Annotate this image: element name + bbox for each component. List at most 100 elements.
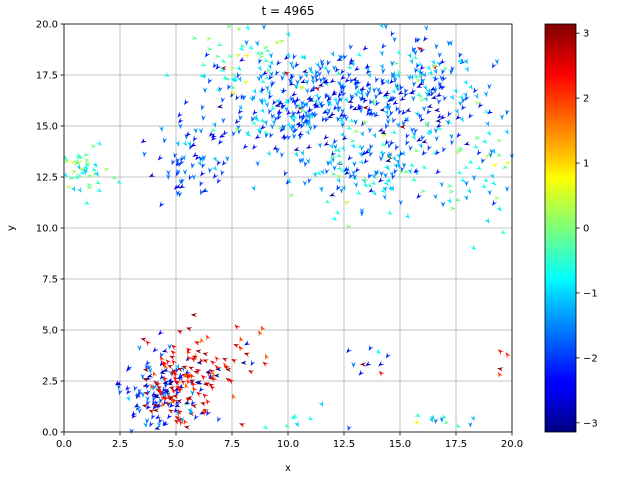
quiver-arrow bbox=[386, 152, 391, 159]
quiver-arrow bbox=[190, 141, 197, 147]
quiver-arrow bbox=[269, 70, 274, 78]
quiver-arrow bbox=[83, 158, 90, 163]
quiver-arrow bbox=[306, 95, 313, 100]
quiver-arrow bbox=[386, 118, 391, 125]
quiver-arrow bbox=[162, 391, 167, 398]
quiver-arrow bbox=[332, 96, 338, 103]
quiver-arrow bbox=[186, 395, 193, 401]
quiver-arrow bbox=[243, 352, 251, 357]
quiver-arrow bbox=[196, 360, 203, 365]
quiver-arrow bbox=[236, 124, 241, 131]
quiver-arrow bbox=[307, 177, 312, 184]
quiver-arrow bbox=[262, 45, 269, 50]
quiver-arrow bbox=[239, 423, 246, 428]
quiver-arrow bbox=[380, 141, 387, 146]
quiver-arrow bbox=[186, 327, 193, 332]
quiver-arrow bbox=[496, 138, 503, 143]
quiver-arrow bbox=[178, 123, 183, 130]
quiver-arrow bbox=[323, 133, 330, 140]
quiver-arrow bbox=[118, 388, 123, 396]
quiver-arrow bbox=[413, 148, 420, 153]
quiver-arrow bbox=[135, 392, 141, 400]
quiver-arrow bbox=[449, 133, 454, 140]
quiver-arrow bbox=[374, 170, 379, 177]
quiver-arrow bbox=[153, 380, 160, 387]
quiver-arrow bbox=[171, 388, 178, 395]
quiver-arrow bbox=[178, 117, 184, 124]
quiver-arrow bbox=[181, 140, 187, 147]
quiver-arrow bbox=[75, 160, 83, 166]
quiver-arrow bbox=[331, 90, 338, 96]
quiver-arrow bbox=[180, 155, 185, 162]
quiver-arrow bbox=[195, 368, 202, 374]
quiver-arrow bbox=[454, 107, 459, 115]
quiver-arrow bbox=[464, 180, 469, 187]
quiver-arrow bbox=[326, 100, 333, 107]
quiver-arrow bbox=[427, 127, 432, 135]
quiver-arrow bbox=[400, 166, 405, 173]
quiver-arrow bbox=[159, 355, 165, 363]
quiver-arrow bbox=[255, 160, 260, 167]
quiver-arrow bbox=[300, 100, 305, 107]
quiver-arrow bbox=[398, 199, 403, 206]
quiver-arrow bbox=[294, 420, 299, 428]
quiver-arrow bbox=[194, 341, 201, 346]
quiver-arrow bbox=[416, 136, 423, 142]
quiver-arrow bbox=[220, 66, 227, 71]
quiver-arrow bbox=[195, 349, 202, 354]
quiver-arrow bbox=[161, 348, 169, 353]
quiver-arrow bbox=[304, 117, 310, 124]
quiver-arrow bbox=[392, 36, 397, 43]
quiver-arrow bbox=[159, 201, 165, 208]
quiver-arrow bbox=[170, 370, 177, 377]
quiver-arrow bbox=[79, 169, 85, 176]
quiver-arrow bbox=[283, 98, 290, 105]
quiver-arrow bbox=[285, 121, 292, 128]
quiver-arrow bbox=[355, 51, 362, 57]
quiver-arrow bbox=[190, 162, 196, 169]
quiver-arrow bbox=[159, 369, 166, 375]
quiver-arrow bbox=[333, 138, 338, 145]
quiver-arrow bbox=[439, 416, 444, 423]
quiver-arrow bbox=[343, 96, 349, 103]
quiver-arrow bbox=[154, 425, 161, 430]
quiver-arrow bbox=[423, 24, 429, 31]
quiver-arrow bbox=[317, 70, 322, 77]
quiver-arrow bbox=[196, 391, 203, 398]
quiver-arrow bbox=[265, 150, 271, 157]
quiver-arrow bbox=[300, 119, 306, 127]
quiver-arrow bbox=[412, 80, 417, 88]
quiver-arrow bbox=[314, 61, 320, 68]
quiver-arrow bbox=[188, 366, 195, 371]
quiver-arrow bbox=[252, 143, 258, 150]
x-axis: 0.0 2.5 5.0 7.5 10.0 12.5 15.0 17.5 20.0 bbox=[56, 432, 523, 450]
quiver-arrow bbox=[192, 135, 198, 142]
quiver-arrow bbox=[294, 126, 299, 134]
quiver-arrow bbox=[281, 133, 288, 139]
quiver-arrow bbox=[371, 189, 377, 196]
quiver-arrow bbox=[216, 159, 222, 166]
quiver-arrow bbox=[368, 187, 375, 193]
quiver-arrow bbox=[289, 73, 296, 80]
x-tick-label: 17.5 bbox=[445, 439, 467, 450]
quiver-arrow bbox=[199, 386, 205, 393]
quiver-arrow bbox=[255, 133, 262, 140]
quiver-arrow bbox=[340, 144, 346, 152]
quiver-arrow bbox=[327, 159, 332, 166]
quiver-arrow bbox=[84, 161, 91, 167]
quiver-arrow bbox=[291, 91, 298, 97]
quiver-arrow bbox=[171, 344, 178, 351]
quiver-arrow bbox=[414, 36, 419, 44]
quiver-arrow bbox=[406, 52, 412, 59]
quiver-arrow bbox=[389, 184, 394, 192]
quiver-arrow bbox=[214, 54, 221, 59]
quiver-arrow bbox=[434, 43, 439, 50]
quiver-arrow bbox=[471, 174, 477, 181]
quiver-arrow bbox=[442, 75, 447, 82]
quiver-arrow bbox=[363, 157, 370, 164]
quiver-arrow bbox=[205, 37, 212, 42]
quiver-arrow bbox=[366, 182, 373, 187]
quiver-arrow bbox=[443, 94, 448, 102]
quiver-arrow bbox=[217, 416, 222, 423]
y-axis: 0.0 2.5 5.0 7.5 10.0 12.5 15.0 17.5 20.0 bbox=[36, 20, 64, 439]
